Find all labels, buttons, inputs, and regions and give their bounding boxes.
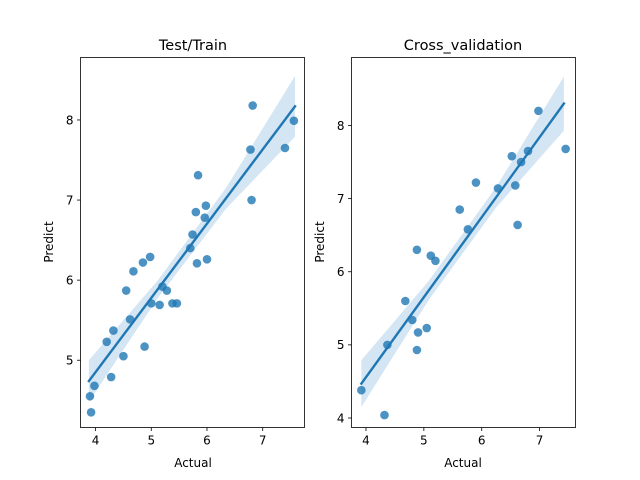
cross-validation-axes-frame <box>351 57 576 428</box>
test-train-scatter-point <box>202 255 212 264</box>
cross-validation-scatter-point <box>401 296 410 306</box>
test-train-scatter-point <box>140 342 149 351</box>
test-train-xlabel: Actual <box>174 456 212 470</box>
cross-validation-scatter-point <box>534 106 543 116</box>
test-train-scatter-point <box>246 145 255 154</box>
test-train-scatter-point <box>119 351 128 361</box>
cross-validation-y-tick-label: 5 <box>337 338 345 352</box>
cross-validation-xlabel: Actual <box>444 456 482 470</box>
cross-validation-scatter-point <box>513 220 522 230</box>
cross-validation-panel: Cross_validation Actual Predict 4 5 6 7 4 5 6 7… <box>313 38 576 470</box>
test-train-scatter-point <box>106 372 116 382</box>
cross-validation-scatter-point <box>357 385 366 395</box>
test-train-scatter-point <box>172 299 182 308</box>
test-train-confidence-band <box>88 75 296 402</box>
cross-validation-scatter-point <box>431 256 440 266</box>
cross-validation-ylabel: Predict <box>313 221 327 263</box>
test-train-scatter-point <box>200 213 210 222</box>
cross-validation-scatter-point <box>413 328 423 337</box>
test-train-scatter-point <box>129 267 138 276</box>
test-train-scatter-point <box>192 259 202 268</box>
cross-validation-y-tick-label: 7 <box>337 192 345 206</box>
test-train-y-tick-label: 7 <box>66 193 74 207</box>
test-train-scatter-point <box>155 300 164 310</box>
test-train-x-tick-label: 6 <box>203 434 211 448</box>
test-train-ylabel: Predict <box>42 221 56 263</box>
test-train-scatter-point <box>248 101 257 110</box>
cross-validation-scatter-point <box>507 151 517 161</box>
test-train-scatter-point <box>102 337 111 347</box>
cross-validation-scatter-point <box>455 205 465 214</box>
test-train-scatter-point <box>138 258 148 267</box>
test-train-scatter-point <box>280 143 290 153</box>
test-train-y-tick-label: 8 <box>66 113 74 127</box>
test-train-x-tick-label: 4 <box>92 434 100 448</box>
test-train-scatter-point <box>162 286 172 295</box>
test-train-scatter-point <box>109 326 118 335</box>
test-train-scatter-point <box>188 230 197 239</box>
test-train-scatter-point <box>145 252 155 262</box>
test-train-title: Test/Train <box>158 38 227 54</box>
test-train-x-tick-label: 5 <box>147 434 155 448</box>
cross-validation-x-tick-label: 5 <box>420 434 428 448</box>
test-train-fit-line <box>87 104 297 383</box>
test-train-scatter-point <box>121 286 131 295</box>
cross-validation-scatter-point <box>561 144 570 154</box>
cross-validation-x-tick-label: 7 <box>536 434 544 448</box>
test-train-panel: Test/Train Actual Predict 4 5 6 7 5 6 7 8 <box>42 38 305 470</box>
cross-validation-y-tick-label: 6 <box>337 265 345 279</box>
cross-validation-title: Cross_validation <box>404 38 522 54</box>
test-train-scatter-point <box>193 170 203 180</box>
test-train-scatter-point <box>289 116 299 126</box>
test-train-scatter-point <box>191 207 201 217</box>
cross-validation-scatter-point <box>511 181 520 190</box>
test-train-y-tick-label: 5 <box>66 354 74 368</box>
cross-validation-fit-line <box>359 101 566 386</box>
test-train-y-tick-label: 6 <box>66 273 74 287</box>
cross-validation-scatter-point <box>412 245 422 255</box>
cross-validation-y-tick-label: 8 <box>337 119 345 133</box>
test-train-scatter-point <box>201 201 211 210</box>
test-train-scatter-point <box>86 407 96 417</box>
test-train-x-tick-label: 7 <box>259 434 267 448</box>
test-train-scatter-point <box>85 391 95 401</box>
test-train-scatter-point <box>247 195 256 205</box>
test-train-scatter-point <box>90 381 99 391</box>
cross-validation-scatter-point <box>471 178 481 187</box>
cross-validation-scatter-point <box>412 345 422 355</box>
cross-validation-scatter-point <box>422 323 432 333</box>
cross-validation-x-tick-label: 6 <box>478 434 486 448</box>
test-train-axes-frame <box>80 57 305 428</box>
cross-validation-y-tick-label: 4 <box>337 411 345 425</box>
cross-validation-x-tick-label: 4 <box>362 434 370 448</box>
cross-validation-scatter-point <box>380 410 389 420</box>
